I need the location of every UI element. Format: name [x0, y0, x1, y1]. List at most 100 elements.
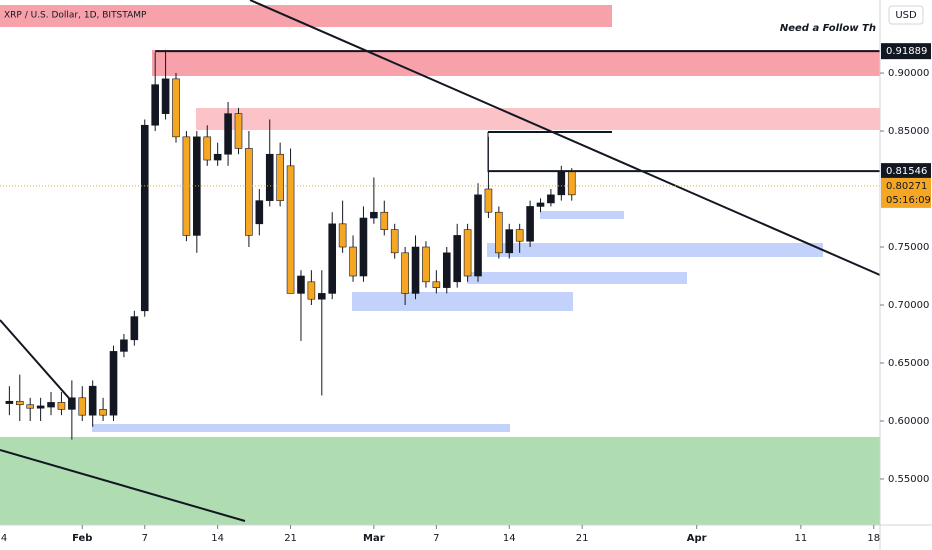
candle-body	[276, 153, 284, 201]
candle-body	[557, 171, 566, 196]
candle-body	[286, 165, 295, 294]
x-tick-label: 21	[576, 533, 589, 544]
candle-body	[432, 281, 441, 288]
candle-body	[547, 194, 555, 204]
candle-body	[193, 136, 201, 236]
candle-body	[5, 400, 14, 404]
candle-body	[442, 252, 451, 288]
candle-body	[99, 409, 107, 416]
candle-body	[317, 293, 326, 300]
candle-body	[401, 252, 409, 294]
countdown: 05:16:09	[886, 195, 931, 206]
candle-body	[505, 229, 514, 254]
candle-body	[526, 206, 534, 242]
demand-zone	[467, 272, 687, 284]
currency[interactable]: USD	[895, 10, 917, 21]
candle-body	[370, 211, 378, 219]
candle-body	[463, 229, 472, 277]
resistance-zone	[152, 50, 880, 76]
candle-body	[15, 400, 24, 406]
candle-body	[120, 339, 128, 352]
candle-body	[245, 148, 253, 236]
candle-body	[161, 78, 170, 114]
candle-body	[109, 351, 118, 416]
candle-body	[36, 405, 45, 409]
candle-body	[422, 246, 430, 283]
trend-line	[249, 0, 881, 276]
trend-lines	[0, 0, 881, 522]
candle-body	[224, 113, 232, 155]
x-tick-label: 7	[433, 533, 439, 544]
x-tick-label: Feb	[72, 533, 92, 544]
demand-zone	[540, 211, 624, 219]
support-zone	[0, 437, 880, 525]
x-tick-label: Mar	[363, 533, 385, 544]
candle-body	[203, 136, 212, 161]
x-tick-label: 18	[867, 533, 880, 544]
y-tick-label: 0.85000	[888, 126, 929, 137]
annotation: Need a Follow Th	[780, 23, 876, 34]
candle-body	[536, 202, 545, 207]
chart-title: XRP / U.S. Dollar, 1D, BITSTAMP	[4, 11, 147, 21]
candle-body	[349, 246, 357, 277]
currency-box[interactable]	[888, 5, 924, 25]
trend-line	[0, 449, 246, 522]
x-tick-label: 7	[142, 533, 148, 544]
candle-body	[47, 402, 55, 408]
candle-body	[172, 78, 180, 138]
price-label: 0.91889	[886, 46, 927, 57]
candle-body	[307, 281, 316, 300]
candle-body	[495, 211, 503, 254]
candle-body	[359, 217, 368, 277]
candle-body	[411, 246, 420, 294]
candle-body	[380, 211, 389, 230]
plot	[0, 49, 880, 440]
candle-body	[88, 385, 97, 416]
price-label: 0.81546	[886, 166, 927, 177]
zones	[0, 5, 880, 525]
candle-body	[297, 275, 305, 294]
x-tick-label: 11	[794, 533, 807, 544]
candle-body	[78, 397, 87, 416]
candle-body	[265, 153, 274, 201]
x-tick-label: 21	[284, 533, 297, 544]
candle-body	[474, 194, 482, 277]
candle-body	[130, 316, 139, 341]
last-price-box	[881, 177, 931, 208]
x-tick-label: 14	[211, 533, 224, 544]
axes: 0.55000 0.60000 0.65000 0.70000 0.75000 0.850…	[1, 43, 931, 544]
candle-body	[390, 229, 399, 254]
last-price-label: 0.80271	[886, 181, 927, 192]
candle-body	[484, 188, 493, 213]
x-tick-label: 4	[1, 533, 7, 544]
candle-body	[328, 223, 337, 294]
trend-line	[0, 319, 76, 406]
price-label-box	[881, 43, 931, 60]
resistance-zone	[0, 5, 612, 27]
y-tick-label: 0.65000	[888, 358, 929, 369]
candle-body	[57, 402, 66, 410]
y-tick-label: 0.90000	[888, 68, 929, 79]
candle-body	[26, 404, 35, 409]
candle-body	[515, 229, 524, 242]
x-tick-label: 14	[503, 533, 516, 544]
resistance-zone	[196, 108, 880, 130]
demand-zone	[352, 292, 573, 311]
candle-body	[255, 200, 264, 225]
candle-body	[453, 235, 461, 283]
demand-zone	[92, 424, 510, 432]
y-tick-label: 0.75000	[888, 242, 929, 253]
candle-body	[68, 397, 76, 410]
demand-zone	[487, 243, 823, 257]
candle-body	[213, 153, 222, 161]
y-tick-label: 0.70000	[888, 300, 929, 311]
y-tick-label: 0.60000	[888, 416, 929, 427]
y-tick-label: 0.55000	[888, 474, 929, 485]
x-tick-label: Apr	[687, 533, 707, 544]
price-label-box	[881, 163, 931, 180]
candle-body	[567, 171, 576, 196]
candle-body	[140, 124, 149, 312]
candle-body	[234, 113, 243, 149]
candle-body	[338, 223, 347, 248]
